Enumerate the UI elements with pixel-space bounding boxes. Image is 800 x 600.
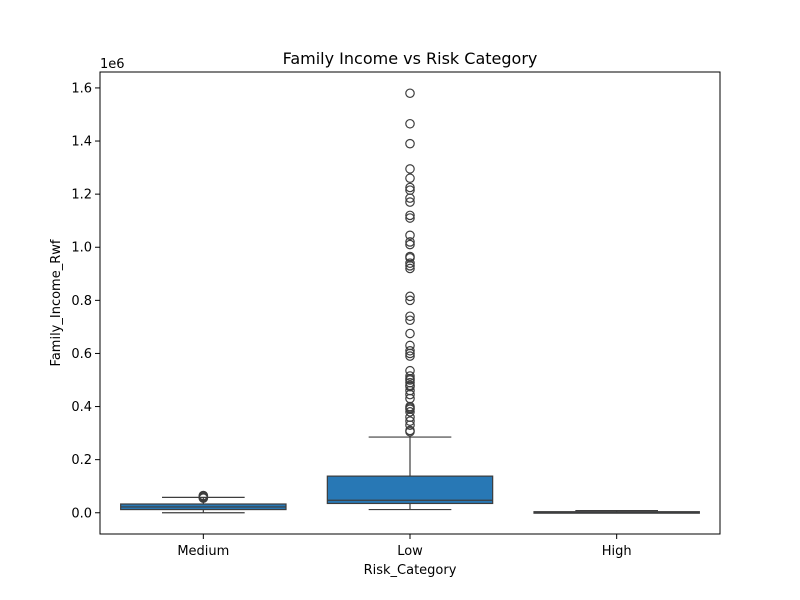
y-tick-label: 0.8 xyxy=(71,294,92,309)
outlier-point xyxy=(405,407,415,417)
x-tick-label: High xyxy=(602,544,632,559)
outlier-point xyxy=(405,416,415,426)
outlier-point xyxy=(198,490,209,501)
outlier-point xyxy=(405,263,415,274)
outlier-point xyxy=(405,197,415,207)
y-tick-label: 0.4 xyxy=(71,400,92,415)
outlier-point xyxy=(405,315,415,326)
outlier-point xyxy=(405,380,415,391)
y-offset-label: 1e6 xyxy=(100,57,125,72)
y-tick-label: 0.0 xyxy=(71,506,92,521)
outlier-point xyxy=(405,210,415,221)
outlier-point xyxy=(405,213,415,223)
outlier-point xyxy=(405,182,415,193)
outlier-point xyxy=(405,377,415,388)
outlier-point xyxy=(405,371,415,381)
outlier-point xyxy=(405,173,415,184)
y-tick-label: 1.2 xyxy=(71,188,92,203)
outlier-point xyxy=(405,251,415,262)
box-group-high xyxy=(533,510,700,514)
outlier-point xyxy=(405,164,415,174)
outlier-point xyxy=(405,118,415,129)
outlier-point xyxy=(405,295,415,306)
outlier-point xyxy=(405,328,415,339)
outlier-point xyxy=(405,345,415,356)
chart-title: Family Income vs Risk Category xyxy=(283,49,538,68)
box-group-medium xyxy=(120,490,287,514)
x-tick-label: Low xyxy=(397,544,423,559)
outlier-point xyxy=(405,340,415,351)
y-tick-label: 0.6 xyxy=(71,347,92,362)
outlier-point xyxy=(405,230,415,241)
box-group-low xyxy=(326,88,494,511)
outlier-point xyxy=(405,88,415,99)
y-tick-label: 1.6 xyxy=(71,81,92,96)
x-tick-label: Medium xyxy=(177,544,229,559)
outlier-point xyxy=(405,258,415,268)
outlier-point xyxy=(405,311,415,322)
outlier-point xyxy=(405,291,415,302)
x-axis-label: Risk_Category xyxy=(364,563,457,578)
outlier-point xyxy=(405,425,415,436)
y-axis-label: Family_Income_Rwf xyxy=(49,239,64,366)
iqr-box xyxy=(326,475,494,505)
outlier-point xyxy=(405,365,415,376)
plot-area xyxy=(120,88,700,514)
outlier-point xyxy=(405,138,415,149)
outlier-point xyxy=(405,237,415,247)
outlier-point xyxy=(405,185,415,195)
y-tick-label: 1.0 xyxy=(71,241,92,256)
y-tick-label: 1.4 xyxy=(71,135,92,150)
y-tick-label: 0.2 xyxy=(71,453,92,468)
outlier-point xyxy=(405,351,415,361)
outlier-point xyxy=(405,239,415,250)
